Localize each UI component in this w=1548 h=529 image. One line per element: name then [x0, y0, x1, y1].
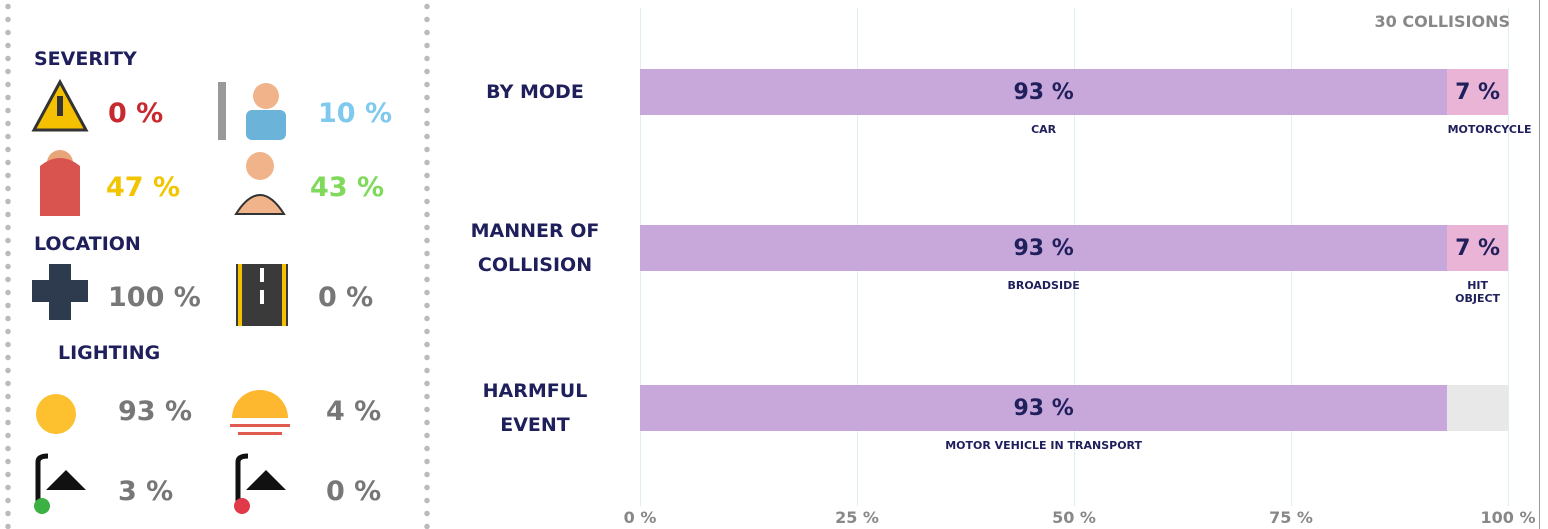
stat-value: 4 %	[326, 396, 381, 427]
segment-label: HIT OBJECT	[1448, 279, 1508, 305]
stat-value: 0 %	[318, 282, 373, 313]
stat-value: 0 %	[108, 98, 163, 129]
category-label: MANNER OF COLLISION	[455, 214, 615, 282]
x-tick-label: 0 %	[600, 508, 680, 527]
stat-value: 100 %	[108, 282, 201, 313]
x-tick-label: 100 %	[1468, 508, 1548, 527]
dashboard: SEVERITY LOCATION LIGHTING 0 %10 %47 %43…	[0, 0, 1548, 529]
stat-value: 43 %	[310, 172, 384, 203]
value-label: 93 %	[640, 385, 1447, 431]
segment-label: MOTORCYCLE	[1448, 123, 1508, 136]
value-label: 7 %	[1447, 225, 1508, 271]
value-label: 93 %	[640, 225, 1447, 271]
segment-label: BROADSIDE	[640, 279, 1447, 292]
category-label: BY MODE	[455, 75, 615, 109]
value-label: 93 %	[640, 69, 1447, 115]
stat-value: 93 %	[118, 396, 192, 427]
segment-label: CAR	[640, 123, 1447, 136]
grid-line	[1508, 8, 1509, 506]
x-tick-label: 25 %	[817, 508, 897, 527]
segment-label: MOTOR VEHICLE IN TRANSPORT	[640, 439, 1447, 452]
stat-value: 0 %	[326, 476, 381, 507]
stat-value: 47 %	[106, 172, 180, 203]
category-label: HARMFUL EVENT	[455, 374, 615, 442]
x-tick-label: 50 %	[1034, 508, 1114, 527]
x-tick-label: 75 %	[1251, 508, 1331, 527]
stat-value: 10 %	[318, 98, 392, 129]
annotation: 30 COLLISIONS	[1330, 12, 1510, 31]
value-label: 7 %	[1447, 69, 1508, 115]
stat-value: 3 %	[118, 476, 173, 507]
